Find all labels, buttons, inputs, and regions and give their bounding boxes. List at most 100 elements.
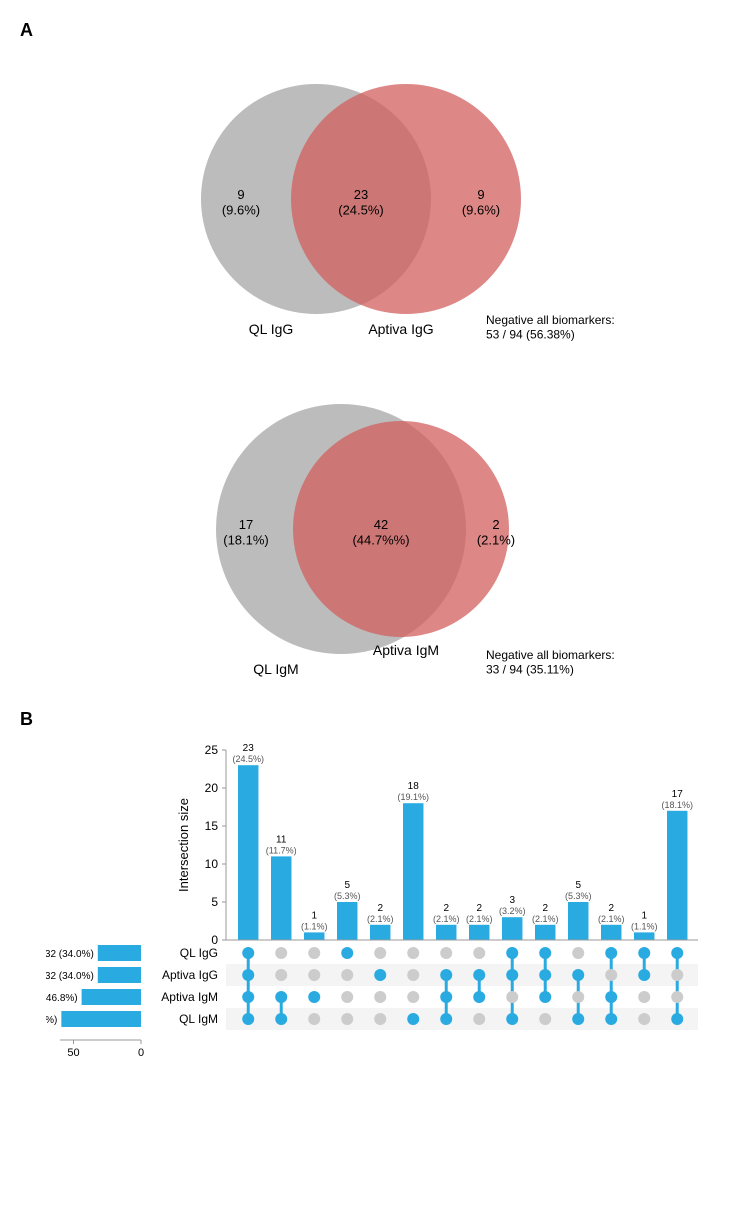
- matrix-dot: [341, 947, 353, 959]
- matrix-dot: [572, 1013, 584, 1025]
- matrix-dot: [638, 969, 650, 981]
- intersection-count: 2: [608, 903, 614, 914]
- venn-igm-svg: 17(18.1%)42(44.7%%)2(2.1%)QL IgMAptiva I…: [126, 379, 626, 689]
- matrix-dot: [341, 991, 353, 1003]
- matrix-dot: [308, 1013, 320, 1025]
- y-tick-label: 0: [211, 933, 218, 947]
- matrix-dot: [671, 969, 683, 981]
- matrix-dot: [605, 947, 617, 959]
- intersection-pct: (19.1%): [397, 792, 429, 802]
- venn-circle-right: [291, 84, 521, 314]
- matrix-dot: [506, 991, 518, 1003]
- matrix-dot: [473, 1013, 485, 1025]
- intersection-count: 18: [408, 781, 420, 792]
- matrix-dot: [374, 991, 386, 1003]
- intersection-bar: [370, 925, 390, 940]
- matrix-dot: [341, 969, 353, 981]
- intersection-pct: (1.1%): [301, 921, 328, 931]
- matrix-dot: [506, 1013, 518, 1025]
- intersection-pct: (2.1%): [433, 914, 460, 924]
- matrix-dot: [671, 1013, 683, 1025]
- intersection-count: 2: [542, 903, 548, 914]
- y-axis-title: Intersection size: [176, 798, 191, 892]
- intersection-count: 1: [311, 910, 317, 921]
- intersection-pct: (24.5%): [232, 754, 264, 764]
- intersection-pct: (2.1%): [466, 914, 493, 924]
- intersection-bar: [535, 925, 555, 940]
- venn-label-left: QL IgG: [249, 321, 294, 337]
- matrix-dot: [407, 1013, 419, 1025]
- intersection-bar: [469, 925, 489, 940]
- venn-diagram-igg: 9(9.6%)23(24.5%)9(9.6%)QL IgGAptiva IgGN…: [126, 49, 626, 349]
- set-size-label: 32 (34.0%): [46, 971, 94, 982]
- matrix-dot: [275, 1013, 287, 1025]
- matrix-dot: [473, 991, 485, 1003]
- matrix-dot: [506, 969, 518, 981]
- matrix-dot: [638, 947, 650, 959]
- intersection-bar: [568, 902, 588, 940]
- intersection-count: 1: [641, 910, 647, 921]
- intersection-pct: (2.1%): [532, 914, 559, 924]
- matrix-dot: [605, 1013, 617, 1025]
- matrix-dot: [275, 969, 287, 981]
- upset-svg: 0510152025Intersection size23(24.5%)11(1…: [46, 740, 706, 1070]
- matrix-dot: [440, 991, 452, 1003]
- set-axis-tick-label: 0: [138, 1047, 144, 1059]
- y-tick-label: 5: [211, 895, 218, 909]
- intersection-pct: (11.7%): [266, 845, 297, 855]
- intersection-count: 11: [276, 834, 287, 845]
- matrix-dot: [374, 969, 386, 981]
- y-tick-label: 10: [205, 857, 219, 871]
- matrix-dot: [638, 991, 650, 1003]
- matrix-stripe: [226, 964, 698, 986]
- matrix-dot: [440, 1013, 452, 1025]
- set-name: Aptiva IgM: [161, 990, 218, 1004]
- matrix-dot: [308, 947, 320, 959]
- intersection-pct: (2.1%): [598, 914, 625, 924]
- matrix-stripe: [226, 1008, 698, 1030]
- matrix-dot: [638, 1013, 650, 1025]
- venn-label-right: Aptiva IgM: [373, 642, 439, 658]
- matrix-dot: [407, 991, 419, 1003]
- venn-diagram-igm: 17(18.1%)42(44.7%%)2(2.1%)QL IgMAptiva I…: [126, 379, 626, 679]
- intersection-count: 2: [476, 903, 482, 914]
- intersection-count: 5: [344, 880, 350, 891]
- set-size-bar: [98, 967, 141, 983]
- set-name: Aptiva IgG: [162, 968, 218, 982]
- matrix-dot: [374, 947, 386, 959]
- intersection-bar: [238, 765, 258, 940]
- intersection-bar: [304, 932, 324, 940]
- matrix-dot: [308, 969, 320, 981]
- matrix-dot: [275, 991, 287, 1003]
- intersection-pct: (1.1%): [631, 921, 658, 931]
- venn-label-left: QL IgM: [253, 661, 298, 677]
- matrix-dot: [539, 1013, 551, 1025]
- matrix-dot: [440, 947, 452, 959]
- venn-igg-svg: 9(9.6%)23(24.5%)9(9.6%)QL IgGAptiva IgGN…: [126, 49, 626, 349]
- y-tick-label: 20: [205, 781, 219, 795]
- matrix-dot: [671, 991, 683, 1003]
- intersection-count: 3: [509, 895, 515, 906]
- matrix-dot: [473, 969, 485, 981]
- matrix-dot: [473, 947, 485, 959]
- matrix-dot: [242, 1013, 254, 1025]
- panel-a-label: A: [20, 20, 732, 41]
- matrix-dot: [506, 947, 518, 959]
- intersection-bar: [634, 932, 654, 940]
- intersection-pct: (2.1%): [367, 914, 394, 924]
- matrix-dot: [440, 969, 452, 981]
- set-name: QL IgG: [180, 946, 218, 960]
- matrix-dot: [308, 991, 320, 1003]
- intersection-pct: (18.1%): [661, 800, 693, 810]
- intersection-bar: [436, 925, 456, 940]
- matrix-dot: [605, 969, 617, 981]
- intersection-bar: [403, 803, 423, 940]
- intersection-pct: (3.2%): [499, 906, 526, 916]
- intersection-pct: (5.3%): [334, 891, 361, 901]
- intersection-count: 17: [672, 789, 684, 800]
- matrix-dot: [242, 991, 254, 1003]
- set-size-label: 32 (34.0%): [46, 949, 94, 960]
- intersection-count: 5: [575, 880, 581, 891]
- matrix-dot: [242, 969, 254, 981]
- intersection-pct: (5.3%): [565, 891, 592, 901]
